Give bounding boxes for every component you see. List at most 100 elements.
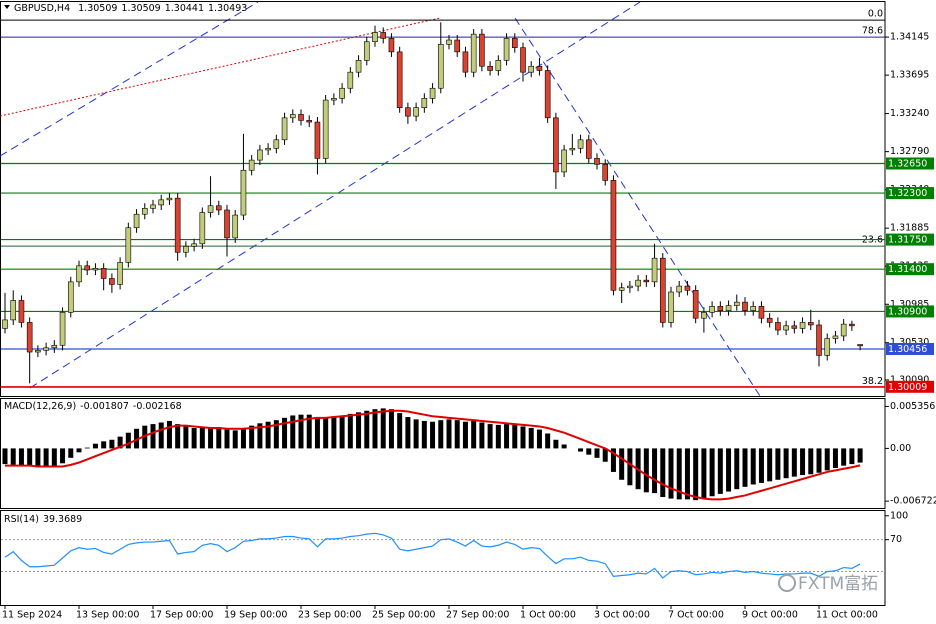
- candle-body: [676, 285, 683, 293]
- macd-bar: [298, 414, 304, 449]
- candle-body: [76, 265, 82, 283]
- x-tick-label: 27 Sep 00:00: [446, 610, 509, 621]
- candle-body: [10, 300, 17, 321]
- candle-body: [92, 268, 99, 271]
- close-value: 1.30493: [208, 3, 247, 14]
- candle-body: [150, 204, 156, 209]
- macd-bar: [142, 425, 148, 449]
- candle-body: [183, 246, 189, 253]
- level-box: [886, 233, 934, 246]
- macd-bar: [208, 427, 214, 449]
- macd-bar: [454, 420, 460, 449]
- candle-body: [224, 209, 230, 239]
- macd-bar: [158, 422, 164, 449]
- candle-body: [775, 322, 781, 331]
- x-tick-label: 7 Oct 00:00: [668, 610, 724, 621]
- macd-bar: [709, 448, 715, 497]
- candle-body: [43, 347, 49, 351]
- candle-body: [750, 306, 757, 311]
- y-tick-label: 1.30530: [890, 337, 929, 348]
- macd-bar: [109, 439, 115, 449]
- macd-bar: [849, 448, 855, 465]
- macd-bar: [652, 448, 658, 494]
- macd-bar: [183, 426, 189, 449]
- macd-bar: [92, 443, 98, 449]
- candle-body: [454, 39, 461, 53]
- x-tick-label: 23 Sep 00:00: [298, 610, 361, 621]
- candle-body: [396, 51, 403, 108]
- level-label: 1.30456: [888, 344, 927, 355]
- candle-body: [51, 344, 58, 349]
- macd-bar: [117, 436, 123, 449]
- candle-body: [701, 311, 707, 319]
- candle-body: [783, 325, 789, 331]
- macd-bar: [18, 448, 24, 466]
- trend-line: [0, 17, 441, 117]
- candle-body: [314, 121, 321, 159]
- macd-bar: [150, 424, 156, 449]
- level-label: 1.32300: [888, 188, 927, 199]
- candle-body: [503, 38, 510, 61]
- macd-bar: [808, 448, 814, 475]
- candle-body: [372, 32, 378, 43]
- candle-body: [355, 60, 362, 73]
- macd-bar: [471, 420, 477, 449]
- macd-bar: [487, 424, 493, 449]
- macd-bar: [421, 420, 427, 449]
- signal-line: [5, 409, 861, 501]
- macd-bar: [249, 425, 255, 449]
- macd-bar: [372, 409, 378, 449]
- macd-bar: [504, 424, 510, 449]
- macd-bar: [693, 448, 699, 501]
- x-tick-label: 3 Oct 00:00: [594, 610, 650, 621]
- candle-body: [331, 98, 337, 101]
- macd-header: MACD(12,26,9) -0.001807 -0.002168: [4, 401, 182, 412]
- candle-body: [240, 169, 247, 216]
- candle-body: [799, 322, 806, 329]
- menu-icon: [4, 5, 10, 9]
- macd-bar: [364, 410, 370, 449]
- macd-bar: [791, 448, 797, 477]
- candle-body: [18, 300, 25, 323]
- macd-bar: [536, 429, 542, 449]
- macd-bar: [199, 428, 205, 449]
- rsi-panel: [0, 510, 886, 606]
- candle-body: [248, 159, 255, 171]
- candle-body: [380, 32, 387, 39]
- candle-body: [643, 279, 650, 283]
- candle-body: [832, 335, 839, 339]
- candle-body: [35, 350, 41, 353]
- macd-bar: [125, 432, 131, 449]
- macd-bar: [232, 430, 238, 449]
- candle-body: [561, 149, 567, 173]
- macd-bar: [306, 414, 312, 449]
- macd-bar: [734, 448, 740, 490]
- candle-body: [553, 117, 559, 173]
- candle-body: [437, 43, 444, 89]
- y-tick-label: -0.006722: [890, 496, 936, 507]
- macd-bar: [84, 447, 90, 449]
- macd-bar: [51, 448, 57, 467]
- macd-bar: [405, 417, 411, 449]
- x-tick-label: 1 Oct 00:00: [520, 610, 576, 621]
- candle-body: [520, 47, 526, 73]
- macd-bar: [767, 448, 773, 482]
- candle-body: [659, 257, 666, 323]
- macd-bar: [397, 413, 403, 449]
- x-tick-label: 25 Sep 00:00: [372, 610, 435, 621]
- macd-bar: [594, 448, 600, 458]
- level-box: [886, 342, 934, 355]
- channel-line: [0, 1, 259, 157]
- macd-bar: [166, 420, 172, 449]
- macd-bar: [216, 427, 222, 449]
- candle-body: [544, 70, 551, 119]
- candle-body: [528, 65, 535, 73]
- macd-bar: [643, 448, 649, 493]
- macd-bar: [134, 428, 140, 449]
- level-box: [886, 305, 934, 318]
- candle-body: [281, 117, 288, 141]
- macd-bar: [356, 412, 362, 449]
- candle-body: [174, 197, 181, 253]
- candle-body: [2, 319, 8, 329]
